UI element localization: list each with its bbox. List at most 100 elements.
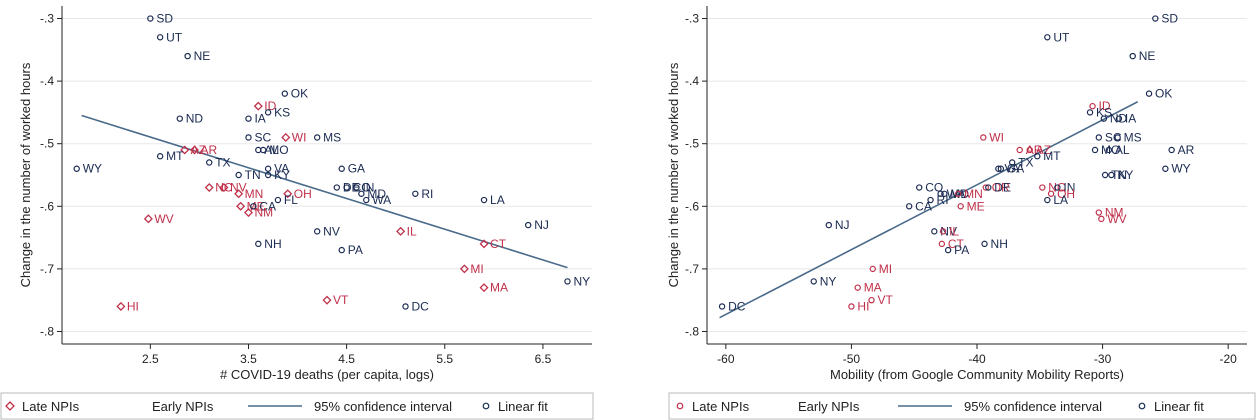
data-point-ga	[338, 165, 345, 172]
data-point-nc-diamond	[204, 182, 214, 193]
data-label-hi: HI	[857, 299, 869, 313]
legend-right: Late NPIs Early NPIs 95% confidence interv…	[668, 392, 1256, 420]
data-point-nv	[931, 228, 938, 235]
data-label-wv: WV	[154, 212, 173, 226]
data-label-ri: RI	[421, 187, 433, 201]
data-point-ga	[997, 165, 1005, 172]
data-label-la: LA	[490, 193, 505, 207]
data-label-wi: WI	[292, 130, 307, 144]
data-point-nc	[1039, 184, 1046, 191]
legend-label-ci: 95% confidence interval	[964, 399, 1102, 414]
data-point-me-diamond	[236, 201, 246, 211]
data-point-ky	[264, 171, 272, 179]
data-label-hi: HI	[127, 299, 139, 313]
legend-box	[0, 392, 594, 420]
data-label-ks: KS	[1096, 105, 1112, 119]
legend-label-early: Early NPIs	[798, 399, 860, 414]
y-tick-label: -.3	[40, 12, 54, 26]
data-label-mn: MN	[245, 187, 264, 201]
data-label-de: DE	[343, 181, 360, 195]
data-point-mi	[869, 265, 876, 273]
data-label-tn: TN	[1111, 168, 1127, 182]
data-point-ks	[1086, 109, 1094, 116]
data-label-nj: NJ	[534, 218, 549, 232]
data-label-il: IL	[949, 224, 959, 238]
data-point-oh-diamond	[283, 189, 293, 199]
x-axis-label: Mobility (from Google Community Mobility…	[830, 367, 1124, 382]
chart-panel-mobility: -.3 -.4 -.5 -.6 -.7 -.8 -60 -50 -40 -30 -20 Mobilit…	[666, 6, 1247, 382]
data-label-ma: MA	[490, 281, 508, 295]
data-point-sc	[1095, 134, 1103, 141]
data-point-ca	[250, 203, 257, 210]
data-label-id: ID	[1099, 99, 1111, 113]
data-point-ca	[905, 203, 913, 210]
y-axis-label: Change in the number of worked hours	[18, 62, 33, 287]
data-label-vt: VT	[878, 293, 894, 307]
x-tick-label: -60	[717, 352, 735, 366]
data-point-mi-diamond	[459, 264, 469, 274]
linear-fit-line	[719, 101, 1139, 319]
x-tick-label: 3.5	[240, 352, 257, 366]
legend-label-early: Early NPIs	[152, 399, 214, 414]
y-tick-label: -.8	[685, 324, 699, 338]
data-point-la	[480, 196, 488, 204]
data-point-ct-diamond	[479, 239, 489, 249]
data-point-ia	[245, 115, 252, 122]
y-tick-label: -.5	[40, 137, 54, 151]
data-point-dc	[718, 303, 726, 310]
data-point-ct	[938, 240, 946, 248]
data-point-nv-diamond	[219, 182, 229, 193]
legend-label-fit: Linear fit	[1154, 399, 1204, 414]
data-point-ri	[927, 196, 934, 204]
data-point-mt	[156, 153, 164, 160]
data-label-md: MD	[367, 187, 386, 201]
y-tick-label: -.7	[40, 262, 54, 276]
data-point-ms	[313, 134, 321, 141]
data-label-dc: DC	[728, 299, 746, 313]
data-point-nm	[1095, 209, 1103, 216]
x-tick-label: -30	[1094, 352, 1112, 366]
data-label-nv: NV	[940, 224, 957, 238]
data-label-nm: NM	[1105, 206, 1124, 220]
data-point-ri	[412, 190, 419, 197]
data-label-wi: WI	[989, 130, 1004, 144]
data-label-oh: OH	[294, 187, 312, 201]
data-label-tx: TX	[1018, 155, 1033, 169]
data-point-wi	[980, 134, 987, 141]
data-label-sc: SC	[1105, 130, 1122, 144]
data-label-nc: NC	[215, 181, 233, 195]
legend-late-marker	[676, 402, 684, 410]
data-point-ok	[281, 90, 288, 97]
data-label-nh: NH	[991, 237, 1008, 251]
data-point-de	[333, 184, 341, 191]
data-point-wv-diamond	[143, 214, 153, 224]
x-tick-label: 2.5	[142, 352, 159, 366]
x-tick-label: 5.5	[436, 352, 453, 366]
legend-left: Late NPIs Early NPIs 95% confidence interv…	[0, 392, 594, 420]
data-point-pa	[944, 246, 952, 254]
data-label-ma: MA	[864, 281, 882, 295]
data-label-pa: PA	[954, 243, 969, 257]
data-label-tx: TX	[215, 155, 230, 169]
data-label-wv: WV	[1107, 212, 1126, 226]
data-point-in	[353, 184, 360, 191]
data-point-mn	[954, 190, 962, 197]
data-label-ar: AR	[201, 143, 218, 157]
data-point-sc	[245, 134, 252, 141]
legend-label-late: Late NPIs	[22, 399, 80, 414]
data-point-mo	[260, 146, 267, 154]
data-label-nm: NM	[254, 206, 273, 220]
data-point-ar-diamond	[189, 145, 200, 155]
data-point-vt-diamond	[322, 295, 332, 305]
data-label-ca: CA	[259, 199, 276, 213]
data-point-ny	[564, 278, 571, 285]
data-point-wi-diamond	[281, 132, 291, 142]
data-point-in	[1054, 184, 1061, 191]
data-label-ok: OK	[1155, 87, 1172, 101]
data-label-wy: WY	[83, 162, 102, 176]
data-label-dc: DC	[412, 299, 430, 313]
data-point-az	[1026, 146, 1033, 154]
data-point-mn-diamond	[234, 189, 244, 199]
data-point-id-diamond	[253, 101, 263, 111]
